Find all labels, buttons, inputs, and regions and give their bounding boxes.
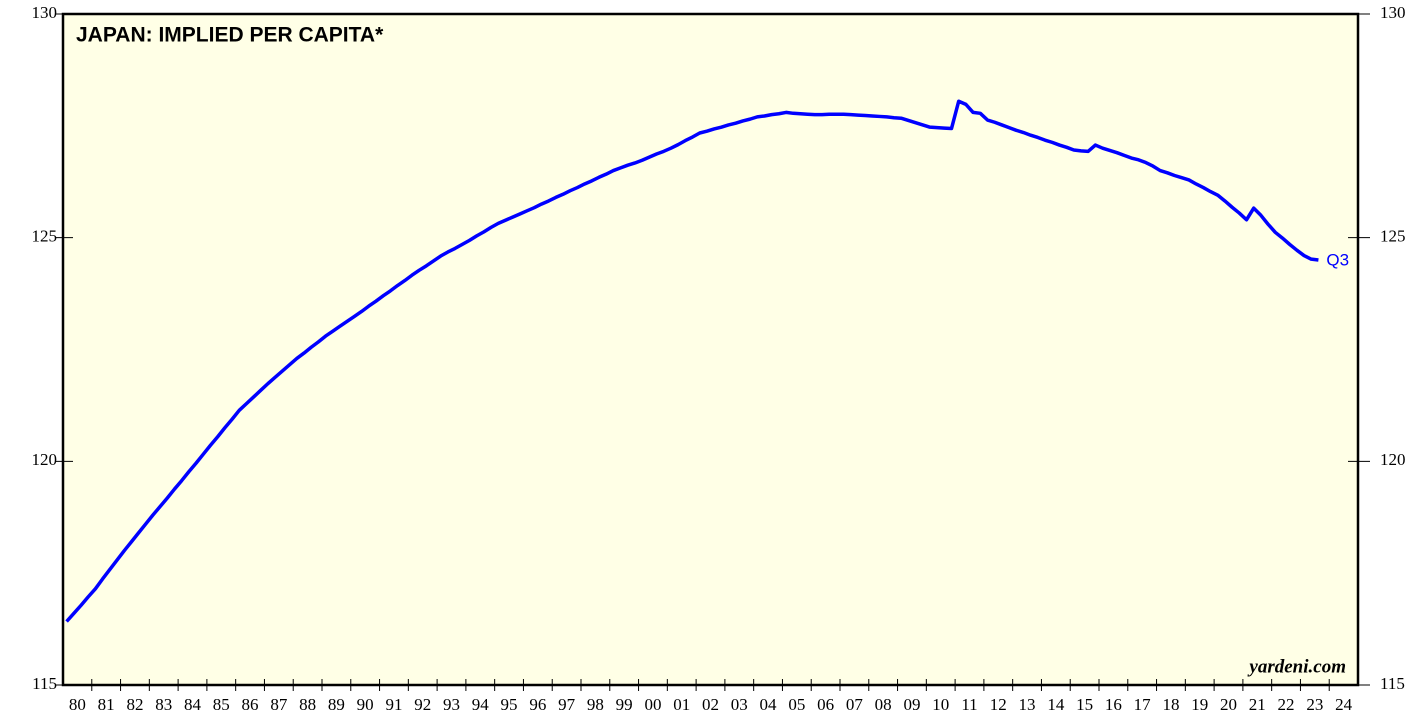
y-tick-label: 120 xyxy=(32,450,58,469)
y-tick-label: 115 xyxy=(32,674,57,693)
y2-tick-label: 130 xyxy=(1380,3,1406,22)
x-tick-label: 96 xyxy=(529,695,546,714)
watermark: yardeni.com xyxy=(1247,656,1346,677)
x-tick-label: 95 xyxy=(501,695,518,714)
x-tick-label: 91 xyxy=(385,695,402,714)
y-tick-label: 125 xyxy=(32,227,58,246)
x-tick-label: 19 xyxy=(1191,695,1208,714)
x-tick-label: 18 xyxy=(1162,695,1179,714)
x-tick-label: 17 xyxy=(1134,695,1152,714)
x-tick-label: 09 xyxy=(903,695,920,714)
x-tick-label: 85 xyxy=(213,695,230,714)
data-line xyxy=(65,99,1319,623)
x-tick-label: 89 xyxy=(328,695,345,714)
x-tick-label: 05 xyxy=(788,695,805,714)
x-tick-label: 06 xyxy=(817,695,834,714)
x-tick-label: 87 xyxy=(270,695,288,714)
x-tick-label: 99 xyxy=(616,695,633,714)
x-tick-label: 08 xyxy=(875,695,892,714)
x-tick-label: 07 xyxy=(846,695,864,714)
y2-tick-label: 125 xyxy=(1380,227,1406,246)
y2-tick-label: 120 xyxy=(1380,450,1406,469)
x-tick-label: 02 xyxy=(702,695,719,714)
x-tick-label: 81 xyxy=(98,695,115,714)
x-tick-label: 20 xyxy=(1220,695,1237,714)
x-tick-label: 86 xyxy=(242,695,259,714)
x-tick-label: 97 xyxy=(558,695,576,714)
x-tick-label: 00 xyxy=(644,695,661,714)
x-tick-label: 92 xyxy=(414,695,431,714)
x-tick-label: 84 xyxy=(184,695,202,714)
y-tick-label: 130 xyxy=(32,3,58,22)
x-tick-label: 13 xyxy=(1019,695,1036,714)
chart-title: JAPAN: IMPLIED PER CAPITA* xyxy=(76,24,384,47)
x-tick-label: 21 xyxy=(1249,695,1266,714)
x-tick-label: 14 xyxy=(1047,695,1065,714)
x-tick-label: 80 xyxy=(69,695,86,714)
x-tick-label: 90 xyxy=(357,695,374,714)
x-tick-label: 22 xyxy=(1278,695,1295,714)
x-tick-label: 83 xyxy=(155,695,172,714)
plot-frame xyxy=(61,12,1360,687)
x-tick-label: 04 xyxy=(760,695,778,714)
y2-tick-label: 115 xyxy=(1380,674,1405,693)
x-tick-label: 12 xyxy=(990,695,1007,714)
x-tick-label: 03 xyxy=(731,695,748,714)
x-tick-label: 15 xyxy=(1076,695,1093,714)
x-tick-label: 16 xyxy=(1105,695,1122,714)
x-tick-label: 01 xyxy=(673,695,690,714)
x-tick-label: 93 xyxy=(443,695,460,714)
plot-area xyxy=(63,14,1358,685)
x-tick-label: 88 xyxy=(299,695,316,714)
annotation: Q3 xyxy=(1326,251,1349,270)
x-tick-label: 98 xyxy=(587,695,604,714)
x-tick-label: 24 xyxy=(1335,695,1353,714)
x-tick-label: 94 xyxy=(472,695,490,714)
x-tick-label: 10 xyxy=(932,695,949,714)
x-tick-label: 23 xyxy=(1306,695,1323,714)
x-tick-label: 11 xyxy=(961,695,977,714)
x-tick-label: 82 xyxy=(126,695,143,714)
